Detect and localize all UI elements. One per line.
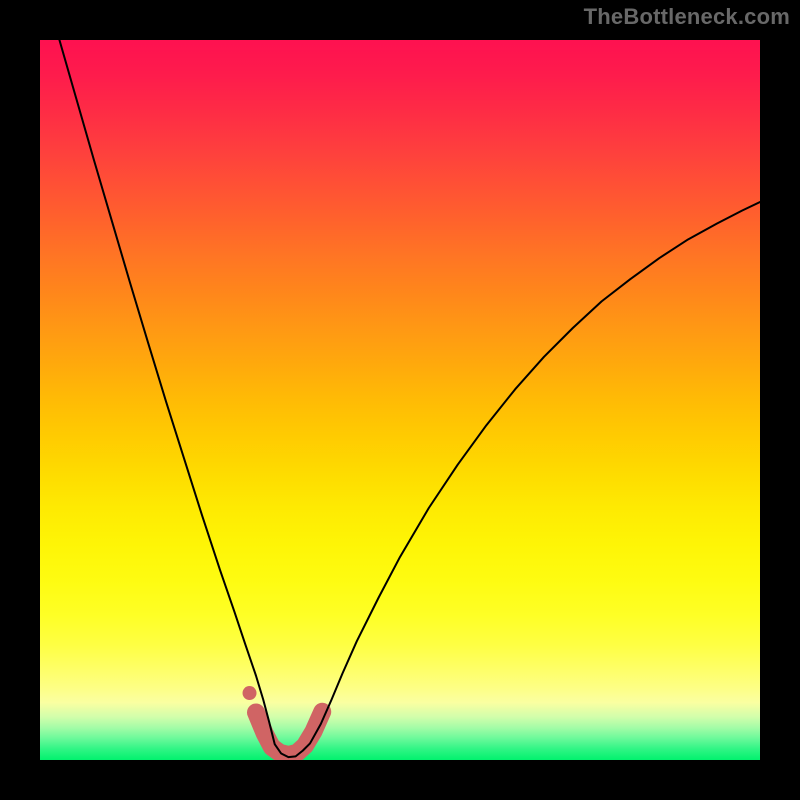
watermark-text: TheBottleneck.com <box>584 4 790 30</box>
chart-gradient-bg <box>40 40 760 760</box>
chart-stage: TheBottleneck.com <box>0 0 800 800</box>
highlight-dot <box>243 686 257 700</box>
bottleneck-curve-chart <box>0 0 800 800</box>
